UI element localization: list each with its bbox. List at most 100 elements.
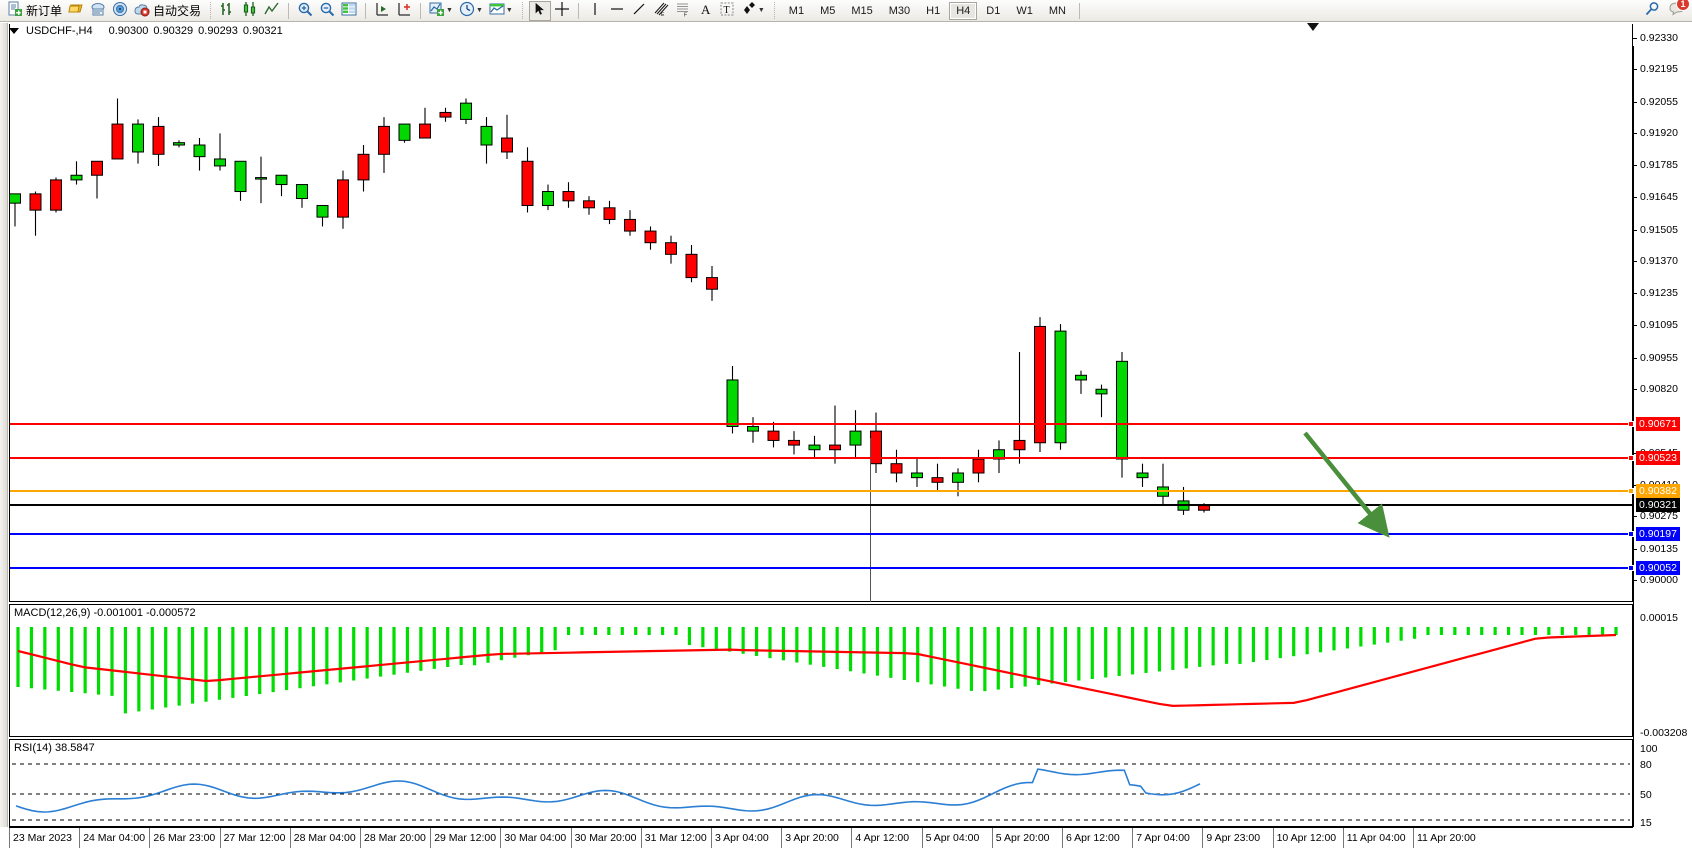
equidistant-channel-button[interactable]: E	[650, 1, 672, 21]
time-tick-label: 30 Mar 20:00	[574, 832, 637, 844]
timeframe-m30[interactable]: M30	[888, 4, 911, 17]
level-handle[interactable]	[1628, 564, 1634, 571]
indicators-button[interactable]: ▼	[426, 1, 456, 21]
macd-label: MACD(12,26,9) -0.001001 -0.000572	[14, 607, 196, 619]
symbol-label: USDCHF-,H4	[26, 25, 93, 37]
time-tick-label: 29 Mar 12:00	[434, 832, 497, 844]
time-tick-label: 7 Apr 04:00	[1136, 832, 1190, 844]
crosshair-button[interactable]	[551, 1, 573, 21]
level-tag-entry-line[interactable]: 0.90382	[1636, 484, 1680, 499]
svg-text:E: E	[661, 12, 665, 17]
timeframe-h1[interactable]: H1	[926, 4, 941, 17]
text-label-button[interactable]: T	[716, 1, 738, 21]
main-toolbar: 新订单 自动交易	[0, 0, 1692, 22]
level-handle[interactable]	[1628, 455, 1634, 462]
chevron-down-icon[interactable]: ▼	[446, 7, 453, 14]
data-window-button[interactable]	[338, 1, 360, 21]
price-pane[interactable]	[9, 24, 1633, 602]
price-tick-label: 0.91645	[1640, 191, 1678, 204]
time-tick-label: 3 Apr 04:00	[715, 832, 769, 844]
time-tick	[500, 828, 502, 848]
level-tag-resistance-2[interactable]: 0.90523	[1636, 451, 1680, 466]
level-tag-target-2[interactable]: 0.90052	[1636, 560, 1680, 575]
timeframe-m1[interactable]: M1	[788, 4, 805, 17]
zoom-out-button[interactable]	[316, 1, 338, 21]
notifications-button[interactable]: 1	[1668, 0, 1690, 20]
candlestick-chart-button[interactable]	[239, 1, 261, 21]
toolbar-separator-8	[1078, 2, 1080, 19]
search-icon[interactable]	[1644, 1, 1660, 20]
timeframe-mn[interactable]: MN	[1048, 4, 1066, 17]
timeframe-d1[interactable]: D1	[986, 4, 1001, 17]
price-tick	[1633, 229, 1637, 231]
vertical-line-object[interactable]	[870, 438, 871, 602]
level-line-target-2[interactable]	[10, 564, 1634, 571]
cursor-button[interactable]	[528, 0, 551, 21]
chart-top-marker	[1307, 23, 1319, 31]
zoom-in-button[interactable]	[294, 1, 316, 21]
rsi-series	[12, 763, 1630, 821]
chevron-down-icon[interactable]	[9, 28, 19, 34]
fibonacci-button[interactable]: F	[672, 1, 694, 21]
chart-area[interactable]: USDCHF-,H4 0.90300 0.90329 0.90293 0.903…	[0, 22, 1692, 848]
level-tag-target-1[interactable]: 0.90197	[1636, 527, 1680, 542]
zoom-in-icon	[297, 1, 313, 20]
level-handle[interactable]	[1628, 488, 1634, 495]
chevron-down-icon[interactable]: ▼	[475, 7, 483, 14]
cursor-icon	[533, 2, 547, 19]
rsi-axis-tick-15: 15	[1640, 817, 1652, 829]
line-chart-button[interactable]	[261, 1, 283, 21]
text-button[interactable]: A	[694, 1, 716, 21]
shift-chart-button[interactable]	[371, 1, 393, 21]
navigator-button[interactable]	[109, 1, 131, 21]
time-tick	[1062, 828, 1063, 848]
price-tick-label: 0.92055	[1640, 95, 1678, 108]
vertical-line-icon	[587, 1, 603, 20]
autotrading-label: 自动交易	[153, 4, 202, 18]
toolbar-separator-1	[208, 1, 214, 20]
level-handle[interactable]	[1628, 420, 1634, 427]
trendline-button[interactable]	[628, 1, 650, 21]
price-tick	[1633, 292, 1637, 294]
templates-button[interactable]: ▼	[486, 1, 516, 21]
level-handle[interactable]	[1628, 531, 1634, 538]
arrows-button[interactable]: ▼	[738, 1, 768, 21]
timeframe-h4[interactable]: H4	[949, 1, 978, 20]
price-tick	[1633, 38, 1637, 39]
timeframe-w1[interactable]: W1	[1016, 4, 1033, 17]
timeframe-m15[interactable]: M15	[851, 4, 873, 17]
timeframe-m5[interactable]: M5	[820, 4, 836, 17]
macd-pane[interactable]: MACD(12,26,9) -0.001001 -0.000572	[9, 604, 1633, 737]
bar-chart-button[interactable]	[217, 1, 239, 21]
price-tick	[1633, 133, 1637, 135]
level-line-entry-line[interactable]	[10, 488, 1634, 495]
chart-scrollbar-left[interactable]	[0, 23, 8, 827]
time-tick	[1342, 828, 1344, 848]
rsi-pane[interactable]: RSI(14) 38.5847	[9, 739, 1633, 827]
ohlc-open: 0.90300	[108, 25, 149, 37]
level-tag-current-price[interactable]: 0.90321	[1636, 498, 1680, 513]
chevron-down-icon[interactable]: ▼	[505, 7, 513, 14]
time-tick	[289, 828, 291, 848]
chevron-down-icon[interactable]: ▼	[757, 7, 765, 14]
new-order-button[interactable]: 新订单	[4, 1, 65, 21]
market-watch-button[interactable]	[87, 1, 109, 21]
level-line-resistance-1[interactable]	[10, 420, 1634, 427]
vertical-line-button[interactable]	[584, 1, 606, 21]
profiles-button[interactable]	[65, 1, 87, 21]
time-axis[interactable]: 23 Mar 2023 24 Mar 04:00 26 Mar 23:00 27 Ma…	[9, 827, 1633, 848]
line-chart-icon	[264, 1, 280, 20]
level-line-current-price[interactable]	[10, 504, 1633, 507]
price-tick-label: 0.90135	[1640, 542, 1678, 555]
macd-series	[16, 627, 1618, 714]
new-order-label: 新订单	[26, 4, 63, 18]
text-label-icon: T	[719, 1, 735, 20]
level-line-resistance-2[interactable]	[10, 455, 1634, 462]
horizontal-line-button[interactable]	[606, 1, 628, 21]
auto-scroll-button[interactable]	[393, 1, 415, 21]
period-button[interactable]: ▼	[456, 1, 486, 21]
level-tag-resistance-1[interactable]: 0.90671	[1636, 416, 1680, 431]
autotrading-button[interactable]: 自动交易	[131, 1, 204, 21]
level-line-target-1[interactable]	[10, 531, 1634, 538]
time-tick-label: 24 Mar 04:00	[83, 832, 146, 844]
